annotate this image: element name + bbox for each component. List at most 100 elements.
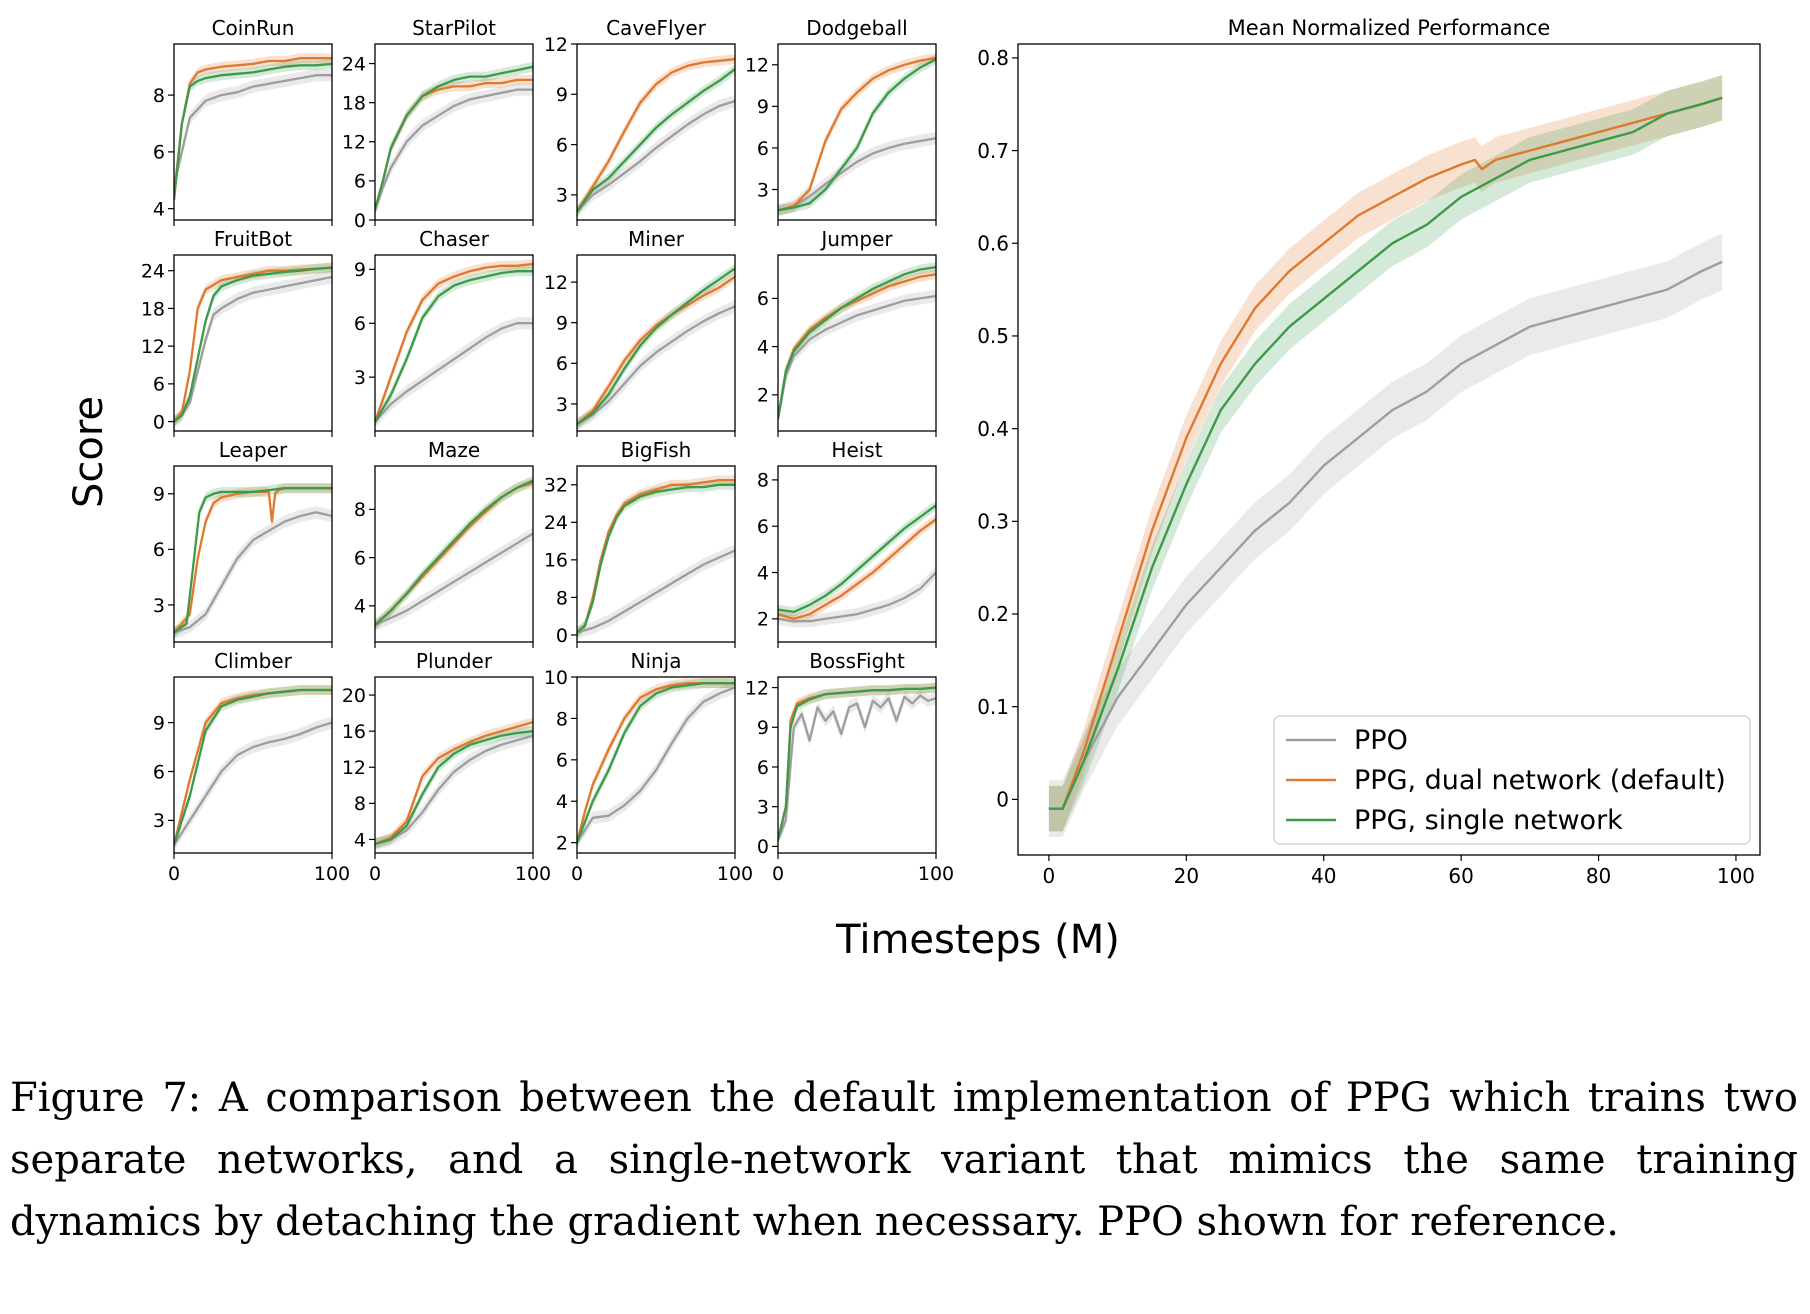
series-line-ppg-dual-network-default <box>375 262 533 423</box>
figure-canvas: CoinRun468StarPilot06121824CaveFlyer3691… <box>66 16 1761 963</box>
y-tick-label: 0 <box>153 411 165 433</box>
plot-area <box>174 262 332 428</box>
y-tick-label: 6 <box>556 134 568 156</box>
axes-frame <box>777 676 937 854</box>
plot-area <box>778 262 936 426</box>
series-line-ppg-dual-network-default <box>174 266 332 423</box>
y-tick-label: 2 <box>757 385 769 407</box>
axes-frame <box>173 254 333 432</box>
y-tick-label: 3 <box>757 179 769 201</box>
series-band <box>778 500 936 617</box>
subplot-coinrun: CoinRun 4 6 8 <box>153 16 333 226</box>
series-line-ppo <box>778 137 936 212</box>
series-band <box>577 94 735 218</box>
y-axis-label: Score <box>66 396 112 508</box>
y-tick-label: 8 <box>757 470 769 492</box>
y-tick-label: 0.8 <box>977 46 1009 70</box>
x-tick-label: 100 <box>1717 864 1755 888</box>
series-line-ppo <box>174 275 332 423</box>
y-tick-label: 3 <box>354 367 366 389</box>
series-line-ppo <box>577 686 735 844</box>
subplot-title: Miner <box>628 227 685 251</box>
axes-frame <box>1017 43 1761 856</box>
y-tick-label: 12 <box>544 272 568 294</box>
series-band <box>375 317 533 429</box>
series-band <box>174 69 332 193</box>
y-tick-label: 12 <box>342 132 366 154</box>
subplot-title: StarPilot <box>412 16 496 40</box>
y-tick-label: 0 <box>354 210 366 232</box>
x-tick-label: 0 <box>1043 864 1056 888</box>
subplot-title: BigFish <box>621 438 692 462</box>
series-line-ppo <box>577 99 735 213</box>
y-tick-label: 12 <box>544 34 568 56</box>
y-tick-label: 3 <box>153 595 165 617</box>
x-tick-label: 0 <box>369 863 381 885</box>
subplot-title: FruitBot <box>214 227 292 251</box>
y-tick-label: 4 <box>556 791 568 813</box>
axes-frame <box>576 465 736 643</box>
y-tick-label: 6 <box>757 288 769 310</box>
series-line-ppg-single-network <box>375 65 533 211</box>
plot-area <box>375 717 533 851</box>
series-line-ppg-single-network <box>174 266 332 423</box>
series-band <box>174 270 332 428</box>
series-band <box>174 716 332 851</box>
series-band <box>375 74 533 216</box>
y-tick-label: 9 <box>556 84 568 106</box>
series-line-ppg-dual-network-default <box>174 57 332 195</box>
y-tick-label: 4 <box>354 829 366 851</box>
series-line-ppg-single-network <box>174 688 332 846</box>
series-line-ppg-single-network <box>375 479 533 626</box>
plot-area <box>778 682 936 846</box>
x-tick-label: 0 <box>772 863 784 885</box>
series-line-ppo <box>778 571 936 623</box>
axes-frame <box>374 43 534 221</box>
series-line-ppg-single-network <box>577 267 735 426</box>
subplot-grid: CoinRun468StarPilot06121824CaveFlyer3691… <box>141 16 954 885</box>
x-tick-label: 60 <box>1448 864 1473 888</box>
series-line-ppo <box>375 734 533 846</box>
series-line-ppg-dual-network-default <box>778 518 936 620</box>
y-tick-label: 0.4 <box>977 417 1009 441</box>
series-line-ppg-single-network <box>1048 96 1723 810</box>
series-line-ppg-single-network <box>577 682 735 844</box>
series-line-ppg-single-network <box>778 686 936 841</box>
subplot-miner: Miner 3 6 9 12 <box>544 227 736 437</box>
series-line-ppg-single-network <box>375 270 533 423</box>
y-tick-label: 12 <box>342 757 366 779</box>
series-line-ppo <box>577 305 735 426</box>
y-tick-label: 2 <box>757 609 769 631</box>
y-tick-label: 12 <box>745 55 769 77</box>
y-tick-label: 0 <box>996 788 1009 812</box>
subplot-title: Mean Normalized Performance <box>1228 16 1551 40</box>
x-tick-label: 100 <box>918 863 954 885</box>
y-tick-label: 0.5 <box>977 324 1009 348</box>
y-tick-label: 6 <box>354 313 366 335</box>
series-line-ppg-single-network <box>174 62 332 201</box>
plot-area <box>577 54 735 218</box>
axes-frame <box>777 254 937 432</box>
y-tick-label: 0.6 <box>977 231 1009 255</box>
subplot-bossfight: BossFight 0 3 6 9 12 0 100 <box>745 649 954 885</box>
y-tick-label: 18 <box>141 298 165 320</box>
subplot-chaser: Chaser 3 6 9 <box>354 227 534 437</box>
subplot-title: Dodgeball <box>806 16 907 40</box>
subplot-title: BossFight <box>809 649 905 673</box>
y-tick-label: 6 <box>757 138 769 160</box>
subplot-maze: Maze 4 6 8 <box>354 438 534 648</box>
y-tick-label: 6 <box>556 750 568 772</box>
subplot-dodgeball: Dodgeball 3 6 9 12 <box>745 16 937 226</box>
y-tick-label: 6 <box>153 761 165 783</box>
y-tick-label: 12 <box>141 336 165 358</box>
plot-area <box>174 685 332 851</box>
subplot-starpilot: StarPilot 0 6 12 18 24 <box>342 16 534 232</box>
series-line-ppg-single-network <box>174 487 332 634</box>
series-line-ppg-dual-network-default <box>577 57 735 213</box>
series-line-ppg-single-network <box>577 483 735 634</box>
y-tick-label: 4 <box>153 198 165 220</box>
x-tick-label: 80 <box>1586 864 1611 888</box>
subplot-jumper: Jumper 2 4 6 <box>757 227 937 437</box>
y-tick-label: 0.1 <box>977 695 1009 719</box>
subplot-title: Leaper <box>219 438 288 462</box>
